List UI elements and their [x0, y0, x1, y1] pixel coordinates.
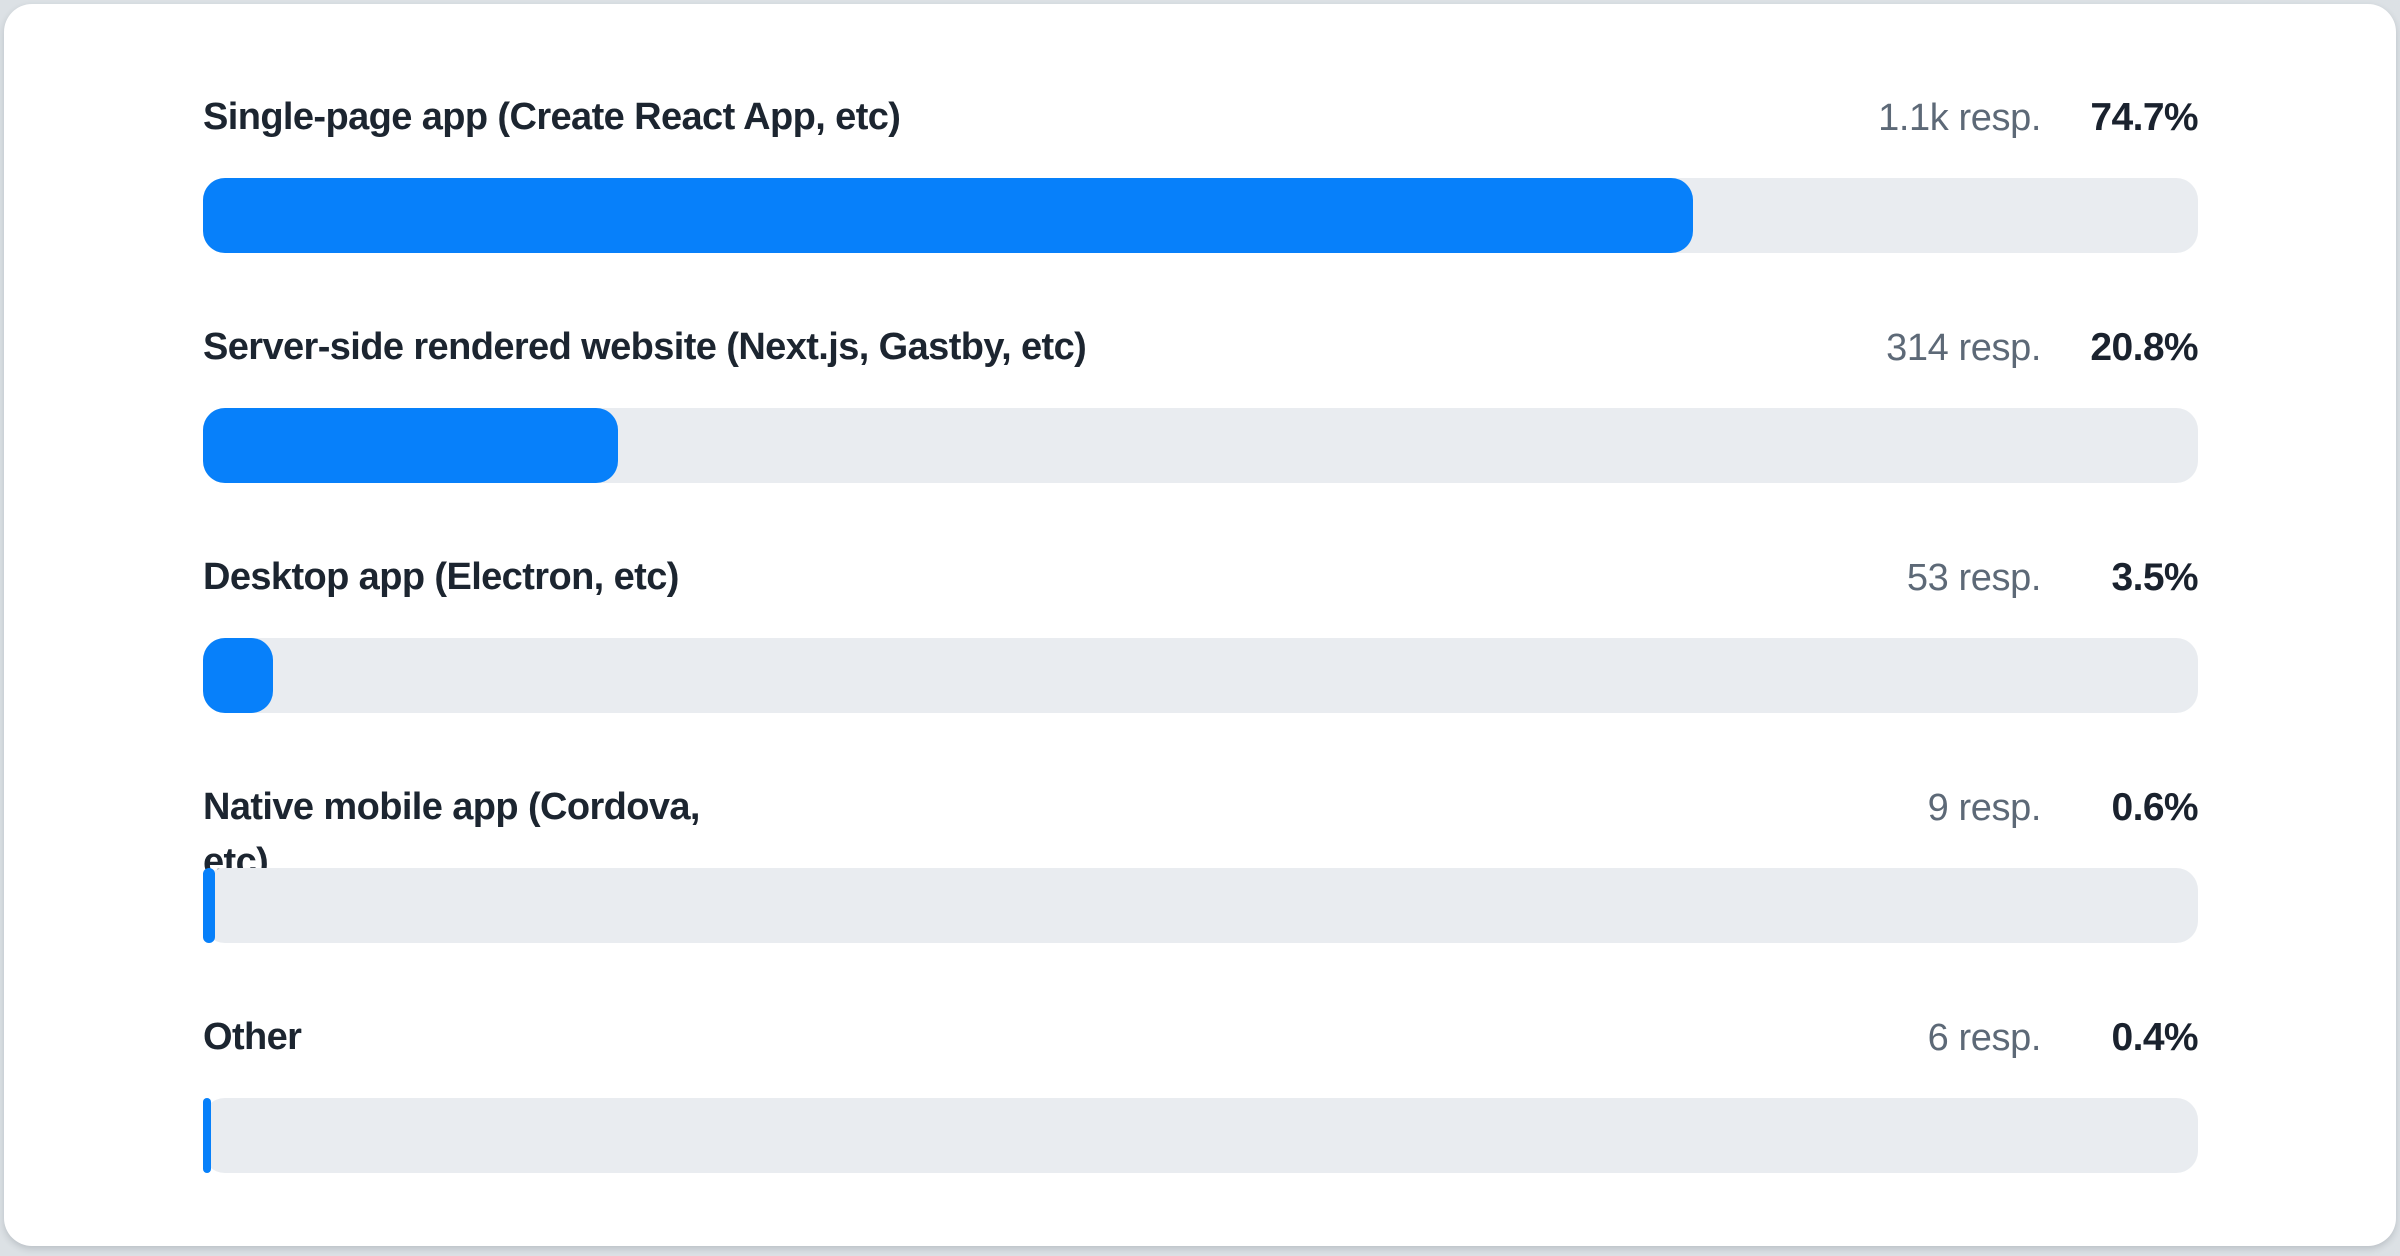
percent-value: 3.5% — [2111, 556, 2199, 599]
bar-fill — [203, 1098, 211, 1173]
bar-track — [203, 1098, 2198, 1173]
survey-option-row: Desktop app (Electron, etc) 53 resp. 3.5… — [203, 550, 2199, 780]
option-label: Other — [203, 1016, 302, 1058]
option-label: Native mobile app (Cordova, etc) — [203, 786, 701, 883]
bar-fill — [203, 178, 1694, 253]
survey-option-row: Native mobile app (Cordova, etc) 9 resp.… — [203, 780, 2199, 1010]
survey-results-card: Single-page app (Create React App, etc) … — [4, 4, 2396, 1246]
option-label: Desktop app (Electron, etc) — [203, 556, 679, 598]
percent-value: 0.6% — [2111, 786, 2199, 829]
bar-fill — [203, 868, 215, 943]
bar-track — [203, 638, 2198, 713]
response-count: 1.1k resp. — [1878, 97, 2041, 139]
bar-fill — [203, 638, 273, 713]
percent-value: 74.7% — [2090, 96, 2198, 139]
option-label: Single-page app (Create React App, etc) — [203, 96, 901, 138]
bar-track — [203, 408, 2198, 483]
response-count: 9 resp. — [1927, 787, 2042, 829]
bar-track — [203, 178, 2198, 253]
survey-option-row: Other 6 resp. 0.4% — [203, 1010, 2199, 1240]
response-count: 314 resp. — [1886, 327, 2041, 369]
survey-option-row: Single-page app (Create React App, etc) … — [203, 90, 2199, 320]
response-count: 6 resp. — [1927, 1017, 2042, 1059]
percent-value: 20.8% — [2090, 326, 2198, 369]
bar-fill — [203, 408, 618, 483]
option-label: Server-side rendered website (Next.js, G… — [203, 326, 1087, 368]
percent-value: 0.4% — [2111, 1016, 2199, 1059]
response-count: 53 resp. — [1906, 557, 2042, 599]
survey-option-row: Server-side rendered website (Next.js, G… — [203, 320, 2199, 550]
bar-track — [203, 868, 2198, 943]
